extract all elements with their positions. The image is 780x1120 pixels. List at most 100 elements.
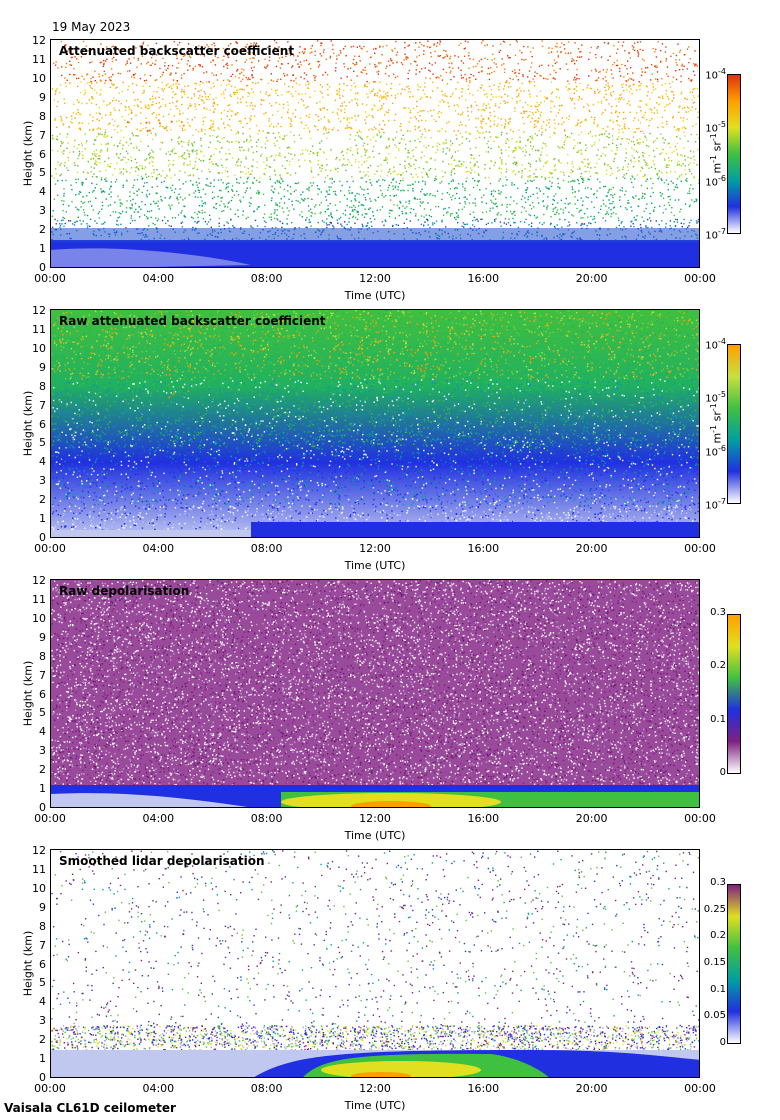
x-tick-label: 20:00 xyxy=(567,1082,617,1095)
x-tick-label: 16:00 xyxy=(458,1082,508,1095)
y-tick-label: 11 xyxy=(26,863,46,876)
heatmap-field xyxy=(51,580,699,807)
x-tick-label: 08:00 xyxy=(242,542,292,555)
x-tick-label: 20:00 xyxy=(567,272,617,285)
y-axis-label: Height (km) xyxy=(22,653,35,733)
chart-title: Attenuated backscatter coefficient xyxy=(59,44,294,58)
plot-area: Raw attenuated backscatter coefficient xyxy=(50,309,700,538)
y-tick-label: 2 xyxy=(26,223,46,236)
y-tick-label: 12 xyxy=(26,304,46,317)
y-tick-label: 4 xyxy=(26,725,46,738)
colorbar-tick-label: 0.05 xyxy=(686,1010,726,1021)
y-tick-label: 7 xyxy=(26,669,46,682)
y-tick-label: 3 xyxy=(26,744,46,757)
y-tick-label: 10 xyxy=(26,72,46,85)
plot-area: Smoothed lidar depolarisation xyxy=(50,849,700,1078)
colorbar-tick-label: 0.2 xyxy=(686,930,726,941)
y-tick-label: 2 xyxy=(26,493,46,506)
chart-title: Smoothed lidar depolarisation xyxy=(59,854,265,868)
instrument-label: Vaisala CL61D ceilometer xyxy=(4,1101,176,1115)
y-tick-label: 2 xyxy=(26,763,46,776)
colorbar xyxy=(727,344,741,504)
x-tick-label: 16:00 xyxy=(458,542,508,555)
y-axis-label: Height (km) xyxy=(22,923,35,1003)
x-tick-label: 12:00 xyxy=(350,1082,400,1095)
x-axis-label: Time (UTC) xyxy=(315,1099,435,1112)
y-tick-label: 3 xyxy=(26,1014,46,1027)
y-tick-label: 12 xyxy=(26,844,46,857)
y-tick-label: 8 xyxy=(26,110,46,123)
y-tick-label: 5 xyxy=(26,706,46,719)
colorbar-tick-label: 10-4 xyxy=(686,67,726,81)
colorbar-tick-label: 0 xyxy=(686,767,726,778)
x-tick-label: 12:00 xyxy=(350,272,400,285)
y-tick-label: 6 xyxy=(26,418,46,431)
y-tick-label: 6 xyxy=(26,958,46,971)
y-tick-label: 7 xyxy=(26,129,46,142)
x-tick-label: 16:00 xyxy=(458,812,508,825)
y-tick-label: 3 xyxy=(26,474,46,487)
plot-area: Attenuated backscatter coefficient xyxy=(50,39,700,268)
colorbar-tick-label: 0.1 xyxy=(686,714,726,725)
colorbar-tick-label: 10-5 xyxy=(686,120,726,134)
date-label: 19 May 2023 xyxy=(52,20,130,34)
colorbar-tick-label: 0.2 xyxy=(686,660,726,671)
colorbar-tick-label: 0.3 xyxy=(686,607,726,618)
y-tick-label: 0 xyxy=(26,1071,46,1084)
y-tick-label: 5 xyxy=(26,166,46,179)
x-tick-label: 00:00 xyxy=(675,272,725,285)
x-tick-label: 12:00 xyxy=(350,542,400,555)
colorbar-tick-label: 0.25 xyxy=(686,904,726,915)
x-tick-label: 00:00 xyxy=(675,812,725,825)
x-tick-label: 00:00 xyxy=(25,542,75,555)
colorbar xyxy=(727,74,741,234)
y-tick-label: 8 xyxy=(26,920,46,933)
y-tick-label: 7 xyxy=(26,399,46,412)
chart-title: Raw depolarisation xyxy=(59,584,189,598)
y-tick-label: 8 xyxy=(26,380,46,393)
x-tick-label: 00:00 xyxy=(25,812,75,825)
y-tick-label: 8 xyxy=(26,650,46,663)
y-tick-label: 9 xyxy=(26,361,46,374)
y-tick-label: 4 xyxy=(26,995,46,1008)
x-tick-label: 04:00 xyxy=(133,812,183,825)
y-tick-label: 0 xyxy=(26,261,46,274)
y-tick-label: 2 xyxy=(26,1033,46,1046)
colorbar-tick-label: 0.3 xyxy=(686,877,726,888)
y-tick-label: 10 xyxy=(26,882,46,895)
y-tick-label: 11 xyxy=(26,53,46,66)
colorbar-tick-label: 10-6 xyxy=(686,174,726,188)
y-tick-label: 12 xyxy=(26,34,46,47)
colorbar-tick-label: 10-7 xyxy=(686,497,726,511)
y-axis-label: Height (km) xyxy=(22,113,35,193)
x-tick-label: 00:00 xyxy=(675,542,725,555)
y-axis-label: Height (km) xyxy=(22,383,35,463)
colorbar xyxy=(727,884,741,1044)
x-axis-label: Time (UTC) xyxy=(315,559,435,572)
colorbar-tick-label: 10-7 xyxy=(686,227,726,241)
y-tick-label: 5 xyxy=(26,976,46,989)
x-tick-label: 04:00 xyxy=(133,1082,183,1095)
y-tick-label: 6 xyxy=(26,148,46,161)
y-tick-label: 0 xyxy=(26,801,46,814)
y-tick-label: 1 xyxy=(26,782,46,795)
x-tick-label: 00:00 xyxy=(25,1082,75,1095)
y-tick-label: 5 xyxy=(26,436,46,449)
x-tick-label: 04:00 xyxy=(133,542,183,555)
y-tick-label: 9 xyxy=(26,91,46,104)
heatmap-field xyxy=(51,850,699,1077)
x-tick-label: 08:00 xyxy=(242,1082,292,1095)
x-tick-label: 00:00 xyxy=(675,1082,725,1095)
colorbar-tick-label: 0.15 xyxy=(686,957,726,968)
colorbar-unit-label: m-1 sr-1 xyxy=(709,133,724,173)
x-tick-label: 20:00 xyxy=(567,542,617,555)
x-tick-label: 08:00 xyxy=(242,812,292,825)
x-tick-label: 12:00 xyxy=(350,812,400,825)
x-tick-label: 08:00 xyxy=(242,272,292,285)
x-tick-label: 16:00 xyxy=(458,272,508,285)
colorbar-tick-label: 10-5 xyxy=(686,390,726,404)
y-tick-label: 6 xyxy=(26,688,46,701)
x-axis-label: Time (UTC) xyxy=(315,289,435,302)
plot-area: Raw depolarisation xyxy=(50,579,700,808)
colorbar-tick-label: 10-6 xyxy=(686,444,726,458)
